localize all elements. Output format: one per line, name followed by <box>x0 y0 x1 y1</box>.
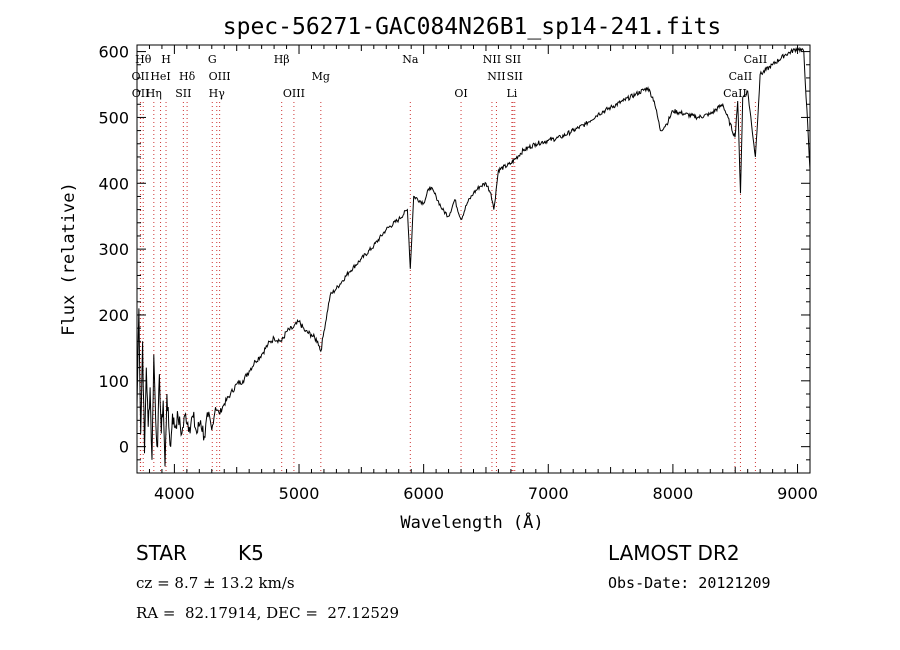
x-tick-label: 7000 <box>528 484 569 503</box>
spectral-line-label: CaII <box>729 70 753 83</box>
object-subclass: K5 <box>238 541 264 565</box>
spectral-line-label: G <box>208 53 217 66</box>
x-tick-label: 5000 <box>279 484 320 503</box>
x-tick-label: 8000 <box>653 484 694 503</box>
y-tick-label: 500 <box>98 108 129 127</box>
y-tick-label: 300 <box>98 240 129 259</box>
spectral-line-label: H <box>161 53 171 66</box>
y-tick-label: 0 <box>119 438 129 457</box>
sky-coordinates: RA = 82.17914, DEC = 27.12529 <box>136 604 400 622</box>
y-axis-label: Flux (relative) <box>59 182 79 336</box>
spectrum-series <box>136 46 811 467</box>
spectral-line-label: NII <box>487 70 505 83</box>
spectral-line-label: Hβ <box>274 53 290 66</box>
spectral-line-label: Hδ <box>179 70 196 83</box>
spectral-line-label: OIII <box>209 70 231 83</box>
y-tick-label: 600 <box>98 43 129 62</box>
spectral-line-label: Hθ <box>135 53 152 66</box>
spectral-line-label: HeI <box>150 70 170 83</box>
spectral-line-label: Hη <box>146 87 162 100</box>
x-tick-label: 6000 <box>403 484 444 503</box>
spectral-line-label: OII <box>132 87 150 100</box>
x-tick-label: 9000 <box>777 484 818 503</box>
spectral-line-label: Mg <box>312 70 330 83</box>
spectral-line-label: CaII <box>723 87 747 100</box>
spectral-line-label: CaII <box>744 53 768 66</box>
plot-frame <box>136 44 811 474</box>
spectral-line-label: OII <box>132 70 150 83</box>
spectral-line-label: OIII <box>283 87 305 100</box>
redshift-velocity: cz = 8.7 ± 13.2 km/s <box>136 574 295 592</box>
series-line <box>136 46 811 467</box>
y-tick-label: 100 <box>98 372 129 391</box>
spectral-line-label: Na <box>402 53 419 66</box>
y-tick-label: 400 <box>98 174 129 193</box>
spectral-line-label: SII <box>175 87 191 100</box>
spectral-line-label: Li <box>506 87 517 100</box>
object-class: STAR <box>136 541 187 565</box>
y-tick-label: 200 <box>98 306 129 325</box>
x-tick-label: 4000 <box>154 484 195 503</box>
spectral-line-label: SII <box>505 53 521 66</box>
spectral-line-label: Hγ <box>209 87 226 100</box>
chart-title: spec-56271-GAC084N26B1_sp14-241.fits <box>223 14 722 40</box>
spectral-line-label: OI <box>454 87 467 100</box>
x-axis: 4000 5000 6000 7000 8000 9000 <box>136 45 818 503</box>
spectral-line-markers: Hθ OII OII H HeI Hη Hδ SII G OIII Hγ Hβ OIII Mg Na OI NI… <box>132 53 768 473</box>
spectral-line-label: SII <box>507 70 523 83</box>
observation-date: Obs-Date: 20121209 <box>608 574 771 592</box>
survey-label: LAMOST DR2 <box>608 541 740 565</box>
x-axis-label: Wavelength (Å) <box>400 511 543 533</box>
y-axis: 0 100 200 300 400 500 600 <box>98 43 810 474</box>
spectral-line-label: NII <box>483 53 501 66</box>
